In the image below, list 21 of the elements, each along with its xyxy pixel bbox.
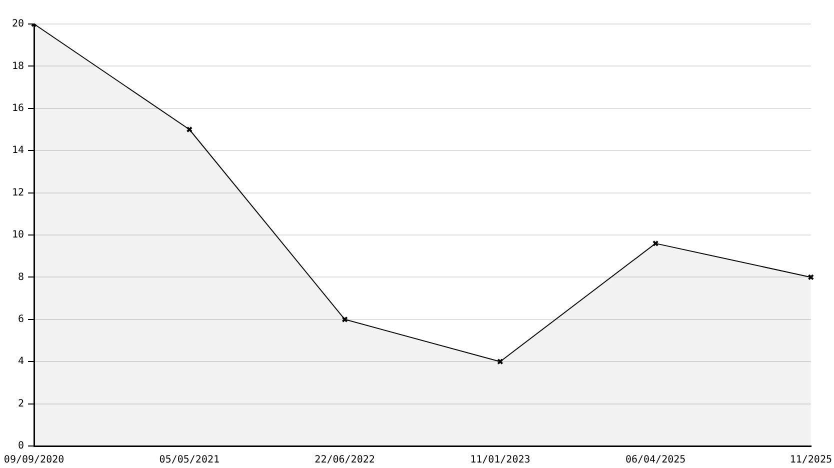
y-tick-label: 14 [12,145,24,156]
point [652,240,659,247]
point [497,358,504,365]
x-tick-label: 11/2025 [790,454,832,466]
y-tick-label: 18 [12,60,24,72]
x-tick-label: 06/04/2025 [625,454,686,466]
y-tick-label: 2 [18,398,24,410]
y-tick-label: 10 [12,230,24,241]
x-tick-label: 09/09/2020 [4,454,64,466]
y-tick-label: 20 [12,18,24,30]
x-tick-label: 22/06/2022 [314,454,375,466]
y-tick-label: 8 [18,272,24,283]
x-tick-label: 05/05/2021 [159,454,220,466]
point [186,126,193,133]
y-tick-label: 12 [12,187,24,198]
y-tick-label: 0 [18,440,24,452]
y-tick-label: 4 [18,356,24,368]
point [342,316,348,323]
y-tick-label: 16 [12,102,24,114]
y-tick-label: 6 [18,314,24,325]
x-tick-label: 11/01/2023 [470,454,530,466]
